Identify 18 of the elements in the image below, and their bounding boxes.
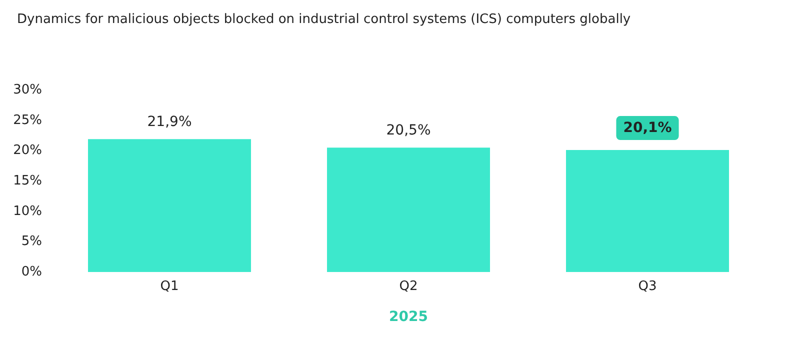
x-tick-label: Q1 [160, 279, 179, 294]
x-tick-label: Q2 [399, 279, 418, 294]
y-tick-label: 25% [13, 112, 42, 128]
y-tick-label: 0% [21, 264, 42, 280]
data-label: 21,9% [147, 114, 192, 130]
bar [327, 148, 490, 272]
y-tick-label: 15% [13, 174, 42, 188]
bar [566, 150, 729, 272]
data-label: 20,5% [386, 122, 431, 139]
x-axis-title: 2025 [389, 309, 428, 325]
chart-title: Dynamics for malicious objects blocked on industrial control systems (ICS) computers globally [17, 12, 631, 27]
y-tick-label: 10% [13, 204, 42, 219]
y-tick-label: 5% [21, 234, 42, 250]
y-tick-label: 20% [13, 143, 42, 158]
data-label: 20,1% [623, 120, 672, 136]
y-tick-label: 30% [13, 82, 42, 98]
bar [88, 139, 251, 272]
x-tick-label: Q3 [638, 279, 657, 294]
